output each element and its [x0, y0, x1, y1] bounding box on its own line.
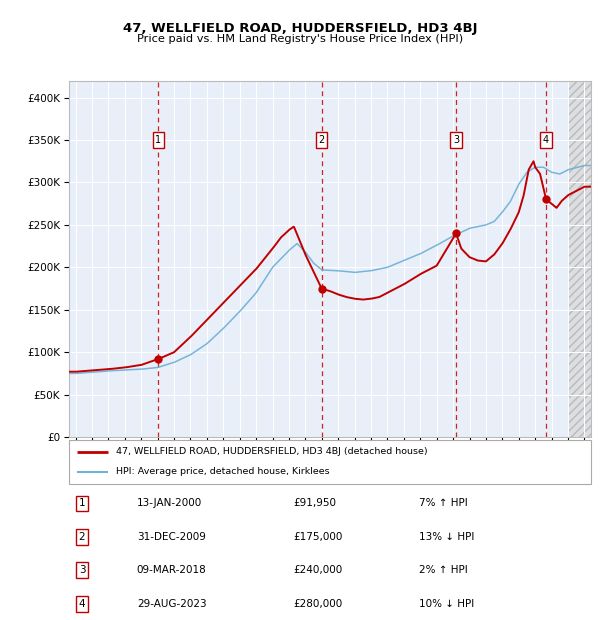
- Bar: [568, 81, 591, 437]
- Text: 2% ↑ HPI: 2% ↑ HPI: [419, 565, 467, 575]
- Text: 10% ↓ HPI: 10% ↓ HPI: [419, 599, 474, 609]
- Text: 1: 1: [155, 135, 161, 145]
- Text: 13-JAN-2000: 13-JAN-2000: [137, 498, 202, 508]
- Text: 47, WELLFIELD ROAD, HUDDERSFIELD, HD3 4BJ (detached house): 47, WELLFIELD ROAD, HUDDERSFIELD, HD3 4B…: [116, 448, 428, 456]
- Text: 2: 2: [79, 532, 85, 542]
- Text: 3: 3: [453, 135, 459, 145]
- Text: 13% ↓ HPI: 13% ↓ HPI: [419, 532, 474, 542]
- Text: £240,000: £240,000: [293, 565, 343, 575]
- Text: £280,000: £280,000: [293, 599, 343, 609]
- Text: £91,950: £91,950: [293, 498, 337, 508]
- Text: 1: 1: [79, 498, 85, 508]
- Text: Price paid vs. HM Land Registry's House Price Index (HPI): Price paid vs. HM Land Registry's House …: [137, 34, 463, 44]
- Text: HPI: Average price, detached house, Kirklees: HPI: Average price, detached house, Kirk…: [116, 467, 329, 476]
- Text: 09-MAR-2018: 09-MAR-2018: [137, 565, 206, 575]
- Text: 3: 3: [79, 565, 85, 575]
- Text: 2: 2: [319, 135, 325, 145]
- FancyBboxPatch shape: [69, 440, 591, 484]
- Text: £175,000: £175,000: [293, 532, 343, 542]
- Text: 29-AUG-2023: 29-AUG-2023: [137, 599, 206, 609]
- Text: 31-DEC-2009: 31-DEC-2009: [137, 532, 206, 542]
- Text: 4: 4: [543, 135, 549, 145]
- Text: 4: 4: [79, 599, 85, 609]
- Text: 7% ↑ HPI: 7% ↑ HPI: [419, 498, 467, 508]
- Text: 47, WELLFIELD ROAD, HUDDERSFIELD, HD3 4BJ: 47, WELLFIELD ROAD, HUDDERSFIELD, HD3 4B…: [123, 22, 477, 35]
